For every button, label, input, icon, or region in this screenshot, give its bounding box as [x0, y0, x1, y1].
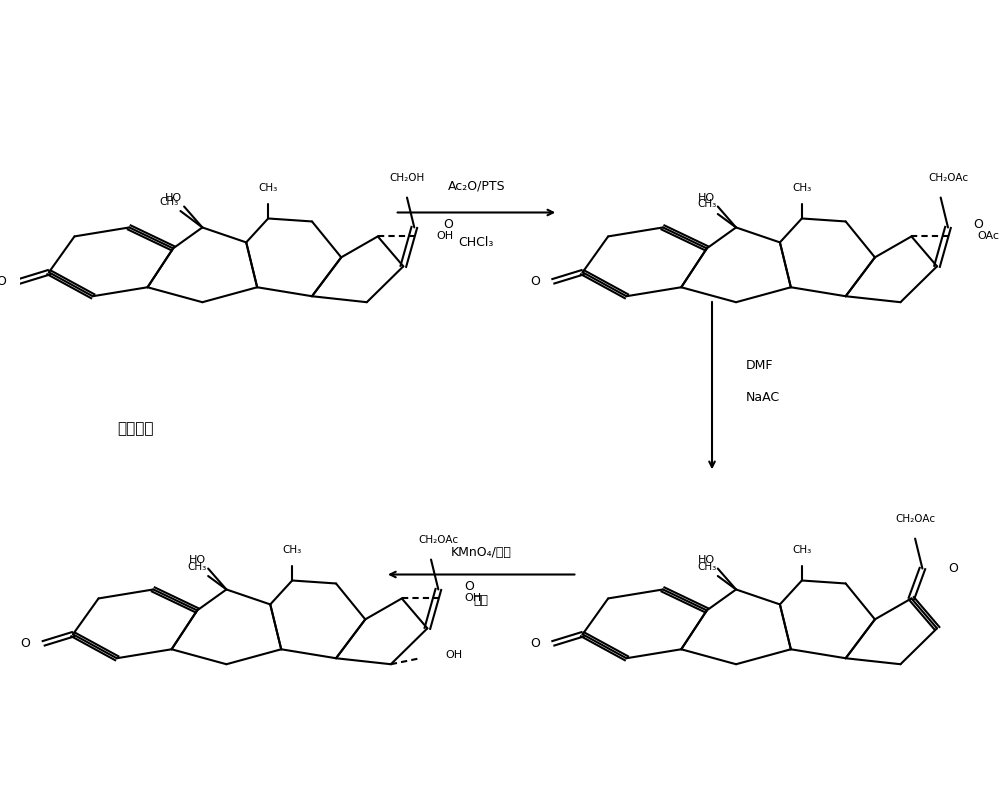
- Text: CH₂OAc: CH₂OAc: [895, 514, 935, 523]
- Text: O: O: [20, 637, 30, 650]
- Text: DMF: DMF: [746, 360, 773, 372]
- Text: CH₃: CH₃: [697, 199, 716, 209]
- Text: 甲酸: 甲酸: [474, 594, 489, 608]
- Text: O: O: [974, 218, 983, 231]
- Text: CH₃: CH₃: [160, 197, 179, 206]
- Text: CH₃: CH₃: [697, 561, 716, 571]
- Text: O: O: [948, 562, 958, 575]
- Text: OH: OH: [446, 650, 463, 660]
- Text: O: O: [464, 580, 474, 593]
- Text: CH₃: CH₃: [259, 183, 278, 193]
- Text: HO: HO: [165, 193, 182, 202]
- Text: Ac₂O/PTS: Ac₂O/PTS: [448, 179, 505, 193]
- Text: CH₂OH: CH₂OH: [389, 172, 425, 183]
- Text: CHCl₃: CHCl₃: [459, 236, 494, 249]
- Text: HO: HO: [698, 555, 715, 564]
- Text: OAc: OAc: [977, 231, 999, 242]
- Text: KMnO₄/丙酮: KMnO₄/丙酮: [451, 545, 512, 559]
- Text: NaAC: NaAC: [746, 391, 780, 404]
- Text: CH₂OAc: CH₂OAc: [418, 534, 458, 545]
- Text: OH: OH: [436, 231, 453, 242]
- Text: CH₃: CH₃: [188, 561, 207, 571]
- Text: CH₃: CH₃: [792, 545, 811, 555]
- Text: CH₃: CH₃: [283, 545, 302, 555]
- Text: OH: OH: [464, 593, 481, 604]
- Text: CH₂OAc: CH₂OAc: [928, 172, 968, 183]
- Text: HO: HO: [189, 555, 206, 564]
- Text: O: O: [444, 218, 453, 231]
- Text: CH₃: CH₃: [792, 183, 811, 193]
- Text: O: O: [530, 275, 540, 288]
- Text: HO: HO: [698, 193, 715, 202]
- Text: O: O: [530, 637, 540, 650]
- Text: O: O: [0, 275, 6, 288]
- Text: 泼尼松龙: 泼尼松龙: [117, 421, 153, 437]
